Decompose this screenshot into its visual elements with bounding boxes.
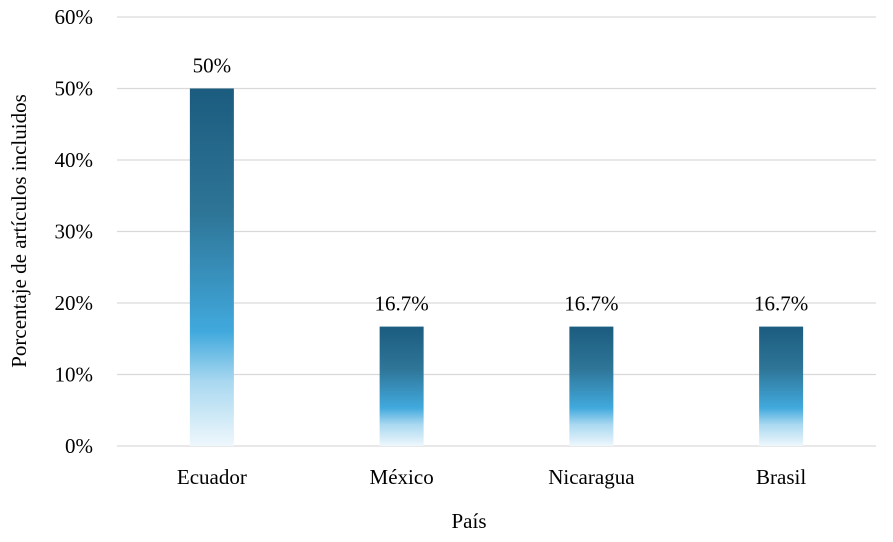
data-label: 16.7%: [754, 292, 808, 316]
data-label: 50%: [193, 54, 232, 78]
bar-ecuador: [189, 88, 234, 446]
y-axis-title: Porcentaje de artículos incluidos: [7, 94, 31, 368]
x-axis-ticks: Ecuador México Nicaragua Brasil: [177, 465, 806, 489]
y-tick-label: 20%: [55, 291, 94, 315]
y-tick-label: 60%: [55, 5, 94, 29]
y-tick-label: 50%: [55, 77, 94, 101]
data-labels: 50% 16.7% 16.7% 16.7%: [193, 54, 809, 316]
bar-nicaragua: [569, 326, 614, 446]
data-label: 16.7%: [375, 292, 429, 316]
x-tick-label: Brasil: [756, 465, 806, 489]
y-tick-label: 0%: [65, 434, 93, 458]
x-tick-label: Nicaragua: [548, 465, 635, 489]
y-tick-label: 10%: [55, 363, 94, 387]
y-tick-label: 40%: [55, 148, 94, 172]
data-label: 16.7%: [564, 292, 618, 316]
bars: [189, 88, 804, 446]
x-tick-label: Ecuador: [177, 465, 247, 489]
y-axis-ticks: 0% 10% 20% 30% 40% 50% 60%: [55, 5, 94, 458]
bar-brasil: [759, 326, 804, 446]
x-axis-title: País: [451, 509, 486, 533]
y-tick-label: 30%: [55, 220, 94, 244]
bar-méxico: [379, 326, 424, 446]
gridlines: [117, 16, 876, 447]
x-tick-label: México: [370, 465, 434, 489]
